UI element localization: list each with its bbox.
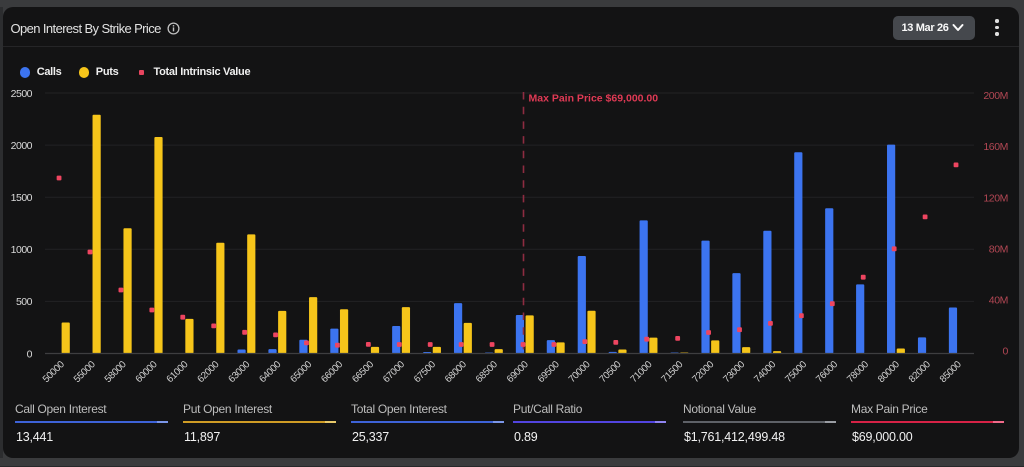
- svg-text:69000: 69000: [505, 359, 531, 385]
- svg-text:0: 0: [1003, 345, 1009, 357]
- svg-text:500: 500: [16, 296, 33, 308]
- svg-text:60000: 60000: [134, 359, 160, 385]
- svg-text:0: 0: [27, 348, 33, 360]
- svg-text:76000: 76000: [814, 359, 840, 385]
- svg-text:71000: 71000: [629, 359, 655, 385]
- svg-text:66000: 66000: [319, 359, 345, 385]
- svg-text:82000: 82000: [907, 359, 933, 385]
- svg-text:73000: 73000: [721, 359, 747, 385]
- svg-text:62000: 62000: [196, 359, 222, 385]
- svg-text:74000: 74000: [752, 359, 778, 385]
- svg-text:70000: 70000: [567, 359, 593, 385]
- svg-text:61000: 61000: [165, 359, 191, 385]
- svg-text:50000: 50000: [41, 359, 67, 385]
- svg-text:67500: 67500: [412, 359, 438, 385]
- svg-text:1000: 1000: [11, 244, 33, 256]
- svg-text:85000: 85000: [938, 359, 964, 385]
- svg-text:Max Pain Price $69,000.00: Max Pain Price $69,000.00: [529, 93, 659, 105]
- svg-text:55000: 55000: [72, 359, 98, 385]
- svg-text:68000: 68000: [443, 359, 469, 385]
- svg-text:80000: 80000: [876, 359, 902, 385]
- svg-text:2500: 2500: [11, 88, 33, 100]
- svg-text:200M: 200M: [983, 90, 1008, 102]
- svg-text:66500: 66500: [350, 359, 376, 385]
- svg-text:68500: 68500: [474, 359, 500, 385]
- svg-text:70500: 70500: [598, 359, 624, 385]
- svg-text:58000: 58000: [103, 359, 129, 385]
- svg-text:1500: 1500: [11, 192, 33, 204]
- svg-text:120M: 120M: [983, 192, 1008, 204]
- svg-text:78000: 78000: [845, 359, 871, 385]
- svg-text:75000: 75000: [783, 359, 809, 385]
- svg-text:69500: 69500: [536, 359, 562, 385]
- svg-text:160M: 160M: [983, 141, 1008, 153]
- svg-text:2000: 2000: [11, 140, 33, 152]
- svg-text:80M: 80M: [989, 244, 1008, 256]
- svg-text:64000: 64000: [257, 359, 283, 385]
- svg-text:63000: 63000: [226, 359, 252, 385]
- svg-text:65000: 65000: [288, 359, 314, 385]
- svg-text:67000: 67000: [381, 359, 407, 385]
- svg-text:72000: 72000: [690, 359, 716, 385]
- svg-text:71500: 71500: [659, 359, 685, 385]
- svg-text:40M: 40M: [989, 295, 1008, 307]
